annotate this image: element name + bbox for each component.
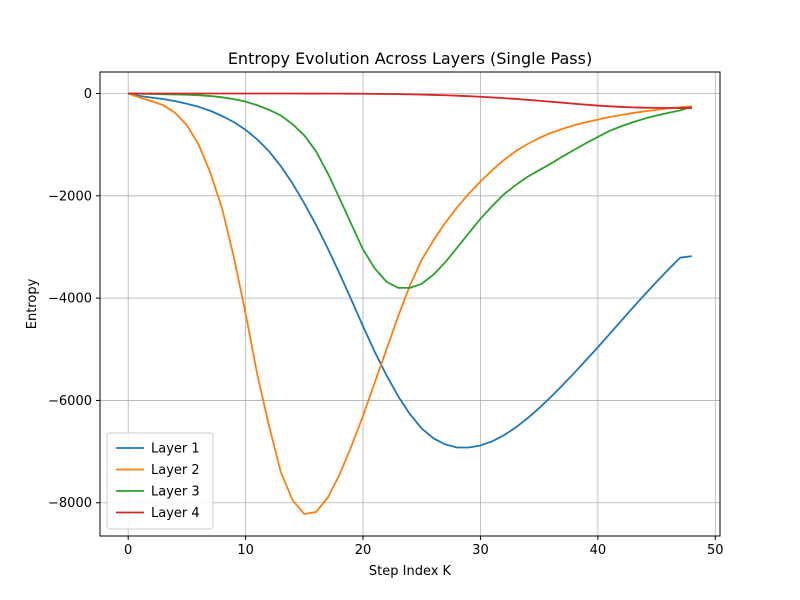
legend: Layer 1 Layer 2 Layer 3 Layer 4 [106,432,214,530]
x-tick-label: 50 [707,543,724,558]
legend-label: Layer 2 [151,463,200,478]
legend-box [106,432,214,530]
legend-label: Layer 4 [151,506,200,521]
x-tick-label: 0 [124,543,132,558]
y-tick-label: −6000 [48,394,92,409]
series-line-layer-3 [128,92,693,289]
y-tick-label: −8000 [48,496,92,511]
series-layer [127,92,693,515]
legend-label: Layer 1 [151,442,200,457]
chart-title: Entropy Evolution Across Layers (Single … [228,49,592,68]
x-tick-label: 20 [355,543,372,558]
series-line-layer-1 [127,92,692,449]
x-tick-label: 10 [237,543,254,558]
series-line-layer-4 [128,92,692,109]
y-tick-label: −4000 [48,292,92,307]
legend-label: Layer 3 [151,485,200,500]
x-tick-label: 30 [472,543,489,558]
x-tick-label: 40 [590,543,607,558]
y-tick-label: −2000 [48,189,92,204]
y-tick-label: 0 [84,87,92,102]
y-axis-title: Entropy [25,278,40,329]
plot-frame [99,71,721,537]
x-axis-title: Step Index K [369,564,452,579]
tick-layer: 0 10 20 30 40 50 0 −2000 −4000 −6000 −8000 [48,87,724,558]
series-line-layer-2 [127,92,692,515]
